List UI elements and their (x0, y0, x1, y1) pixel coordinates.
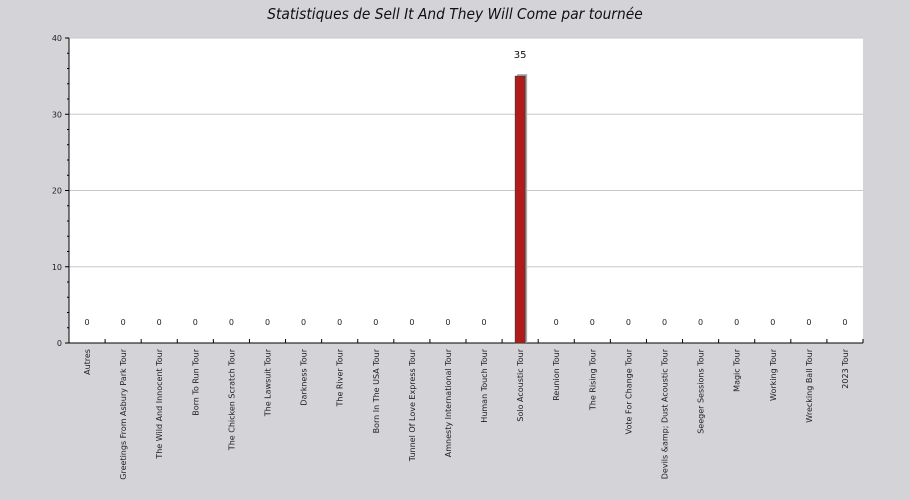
x-tick-label: Autres (83, 349, 92, 375)
data-label: 35 (514, 50, 527, 61)
data-label: 0 (554, 318, 559, 327)
data-label: 0 (84, 318, 89, 327)
y-tick-label: 10 (52, 263, 62, 272)
y-tick-label: 30 (52, 110, 62, 119)
x-tick-label: Tunnel Of Love Express Tour (408, 348, 417, 462)
data-label: 0 (337, 318, 342, 327)
data-label: 0 (842, 318, 847, 327)
x-tick-label: The Chicken Scratch Tour (227, 348, 236, 451)
data-label: 0 (626, 318, 631, 327)
data-label: 0 (662, 318, 667, 327)
x-tick-label: Working Tour (769, 348, 778, 401)
x-tick-label: The River Tour (336, 348, 345, 407)
x-tick-label: Born In The USA Tour (372, 348, 381, 433)
x-tick-label: 2023 Tour (841, 348, 850, 388)
data-label: 0 (121, 318, 126, 327)
data-label: 0 (445, 318, 450, 327)
x-tick-label: Amnesty International Tour (444, 348, 453, 457)
x-tick-label: Darkness Tour (300, 348, 309, 405)
x-tick-label: The Wild And Innocent Tour (155, 348, 164, 459)
data-label: 0 (229, 318, 234, 327)
data-label: 0 (301, 318, 306, 327)
data-label: 0 (409, 318, 414, 327)
x-tick-label: Reunion Tour (552, 348, 561, 400)
x-tick-label: Wrecking Ball Tour (805, 348, 814, 422)
y-tick-label: 20 (52, 187, 62, 196)
x-tick-label: Born To Run Tour (191, 348, 200, 415)
data-label: 0 (481, 318, 486, 327)
data-label: 0 (734, 318, 739, 327)
data-label: 0 (373, 318, 378, 327)
data-label: 0 (806, 318, 811, 327)
chart-title: Statistiques de Sell It And They Will Co… (267, 5, 643, 23)
x-tick-label: Vote For Change Tour (624, 348, 633, 434)
y-tick-label: 0 (57, 339, 62, 348)
data-label: 0 (698, 318, 703, 327)
x-tick-label: Human Touch Tour (480, 348, 489, 422)
data-label: 0 (590, 318, 595, 327)
x-tick-label: Greetings From Asbury Park Tour (119, 348, 128, 479)
data-label: 0 (193, 318, 198, 327)
data-label: 0 (770, 318, 775, 327)
data-label: 0 (157, 318, 162, 327)
x-tick-label: Magic Tour (733, 348, 742, 392)
x-tick-label: Seeger Sessions Tour (697, 348, 706, 433)
bar (514, 75, 526, 344)
x-tick-label: The Rising Tour (588, 348, 597, 411)
data-label: 0 (265, 318, 270, 327)
x-tick-label: The Lawsuit Tour (264, 348, 273, 417)
x-tick-label: Devils &amp; Dust Acoustic Tour (661, 348, 670, 479)
x-tick-label: Solo Acoustic Tour (516, 348, 525, 421)
y-tick-label: 40 (52, 34, 62, 43)
